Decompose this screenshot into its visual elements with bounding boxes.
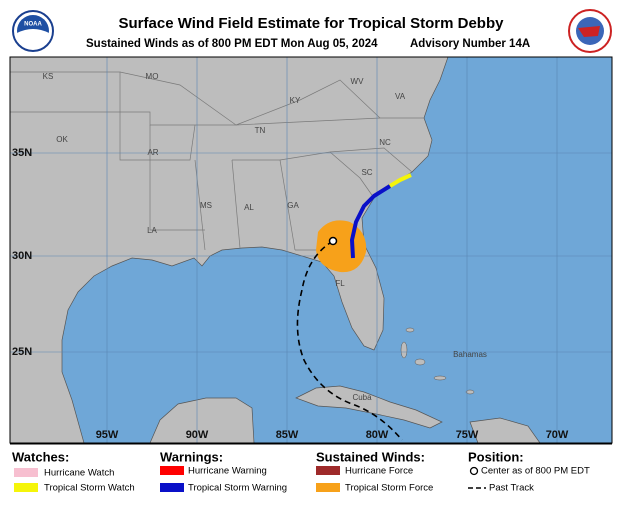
title: Surface Wind Field Estimate for Tropical… — [119, 15, 505, 32]
cuba — [295, 385, 443, 429]
subtitle: Sustained Winds as of 800 PM EDT Mon Aug… — [86, 38, 378, 50]
hispaniola — [469, 417, 541, 444]
longitude-label: 95W — [96, 429, 119, 441]
logo-text: NOAA — [24, 22, 42, 28]
place-label: LA — [147, 226, 157, 235]
legend-item: Tropical Storm Watch — [44, 483, 135, 494]
mainland — [9, 56, 449, 444]
place-label: AR — [147, 148, 158, 157]
hurricane-watch-swatch — [14, 468, 38, 477]
place-label: TN — [255, 126, 266, 135]
hurricane-warning-swatch — [160, 466, 184, 475]
tropical-storm-warning — [350, 184, 392, 259]
place-label: GA — [287, 201, 299, 210]
place-label: WV — [351, 77, 365, 86]
legend-item: Hurricane Force — [345, 466, 413, 477]
past-track — [296, 240, 403, 441]
legend-item: Hurricane Warning — [188, 466, 267, 477]
longitude-label: 80W — [366, 429, 389, 441]
hurricane-force-swatch — [316, 466, 340, 475]
place-label: Cuba — [352, 393, 372, 402]
map-frame — [9, 56, 613, 444]
place-label: MO — [146, 72, 159, 81]
place-label: SC — [361, 168, 372, 177]
legend-heading: Warnings: — [160, 449, 223, 464]
nws-logo — [568, 9, 612, 53]
legend-heading: Sustained Winds: — [316, 449, 425, 464]
legend-item: Center as of 800 PM EDT — [481, 466, 590, 477]
longitude-label: 75W — [456, 429, 479, 441]
tropical-storm-watch — [388, 173, 412, 188]
map — [9, 56, 613, 444]
place-label: MS — [200, 201, 212, 210]
longitude-label: 85W — [276, 429, 299, 441]
legend: Watches: Hurricane Watch Tropical Storm … — [10, 443, 612, 494]
place-label: VA — [395, 92, 406, 101]
graticule — [10, 57, 612, 443]
place-label: OK — [56, 135, 68, 144]
yucatan — [149, 397, 255, 444]
noaa-logo: NOAA — [12, 10, 54, 52]
legend-item: Hurricane Watch — [44, 468, 114, 479]
place-label: KS — [43, 72, 54, 81]
legend-item: Tropical Storm Force — [345, 483, 433, 494]
storm-center — [328, 236, 338, 246]
place-label: KY — [290, 96, 301, 105]
place-label: Bahamas — [453, 350, 487, 359]
place-label: FL — [335, 279, 345, 288]
legend-heading: Watches: — [12, 449, 69, 464]
ts-watch-swatch — [14, 483, 38, 492]
legend-heading: Position: — [468, 449, 524, 464]
place-label: AL — [244, 203, 254, 212]
legend-item: Past Track — [489, 483, 534, 494]
ts-force-swatch — [316, 483, 340, 492]
latitude-label: 30N — [12, 250, 32, 262]
place-label: NC — [379, 138, 391, 147]
latitude-label: 35N — [12, 147, 32, 159]
ts-warning-swatch — [160, 483, 184, 492]
longitude-label: 70W — [546, 429, 569, 441]
center-symbol — [469, 466, 479, 476]
latitude-label: 25N — [12, 346, 32, 358]
legend-item: Tropical Storm Warning — [188, 483, 287, 494]
longitude-label: 90W — [186, 429, 209, 441]
bahamas — [400, 327, 475, 395]
advisory: Advisory Number 14A — [410, 38, 530, 50]
